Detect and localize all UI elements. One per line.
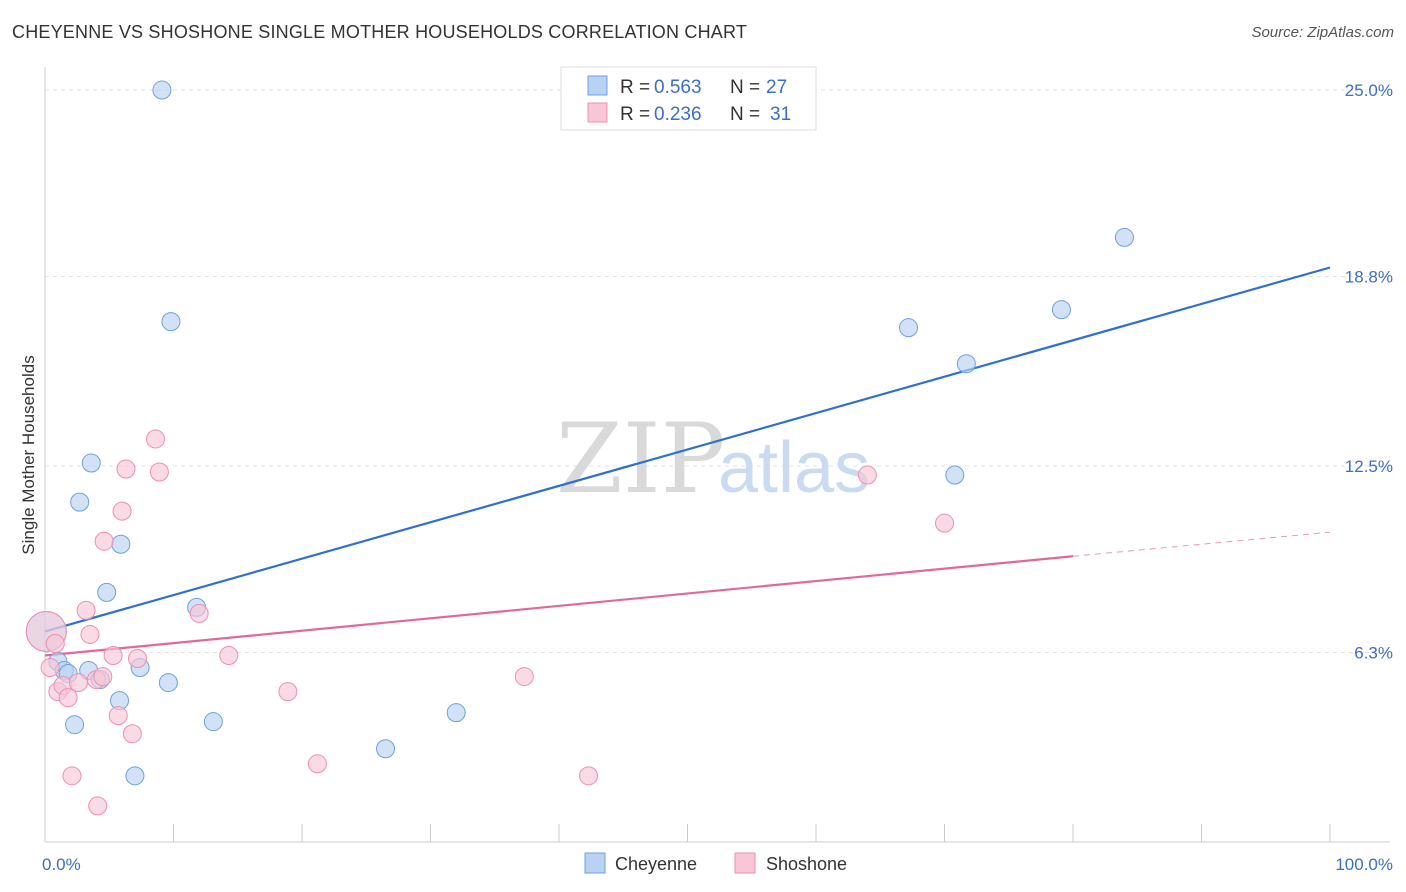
point-shoshone bbox=[45, 633, 65, 653]
point-shoshone bbox=[219, 646, 239, 666]
point-shoshone bbox=[146, 429, 166, 449]
point-shoshone bbox=[307, 754, 327, 774]
point-cheyenne bbox=[158, 673, 178, 693]
point-shoshone bbox=[579, 766, 599, 786]
point-cheyenne bbox=[446, 703, 466, 723]
chart-title: CHEYENNE VS SHOSHONE SINGLE MOTHER HOUSE… bbox=[12, 22, 748, 42]
legend-r-value-shoshone: 0.236 bbox=[654, 104, 702, 125]
gridlines bbox=[45, 89, 1390, 654]
point-shoshone bbox=[80, 624, 100, 644]
point-shoshone bbox=[76, 600, 96, 620]
point-cheyenne bbox=[956, 354, 976, 374]
legend-n-label-shoshone: N = bbox=[730, 104, 760, 125]
trend-lines bbox=[44, 266, 1331, 657]
y-tick-label: 25.0% bbox=[1345, 81, 1393, 100]
legend-n-label-cheyenne: N = bbox=[730, 77, 760, 98]
point-shoshone bbox=[94, 531, 114, 551]
data-points bbox=[25, 80, 1134, 816]
tick-labels: 6.3% 12.5% 18.8% 25.0% 0.0% 100.0% bbox=[42, 81, 1393, 874]
point-cheyenne bbox=[161, 312, 181, 332]
bottom-legend-label-cheyenne: Cheyenne bbox=[615, 854, 697, 874]
y-tick-label: 18.8% bbox=[1345, 268, 1393, 287]
watermark-atlas: atlas bbox=[718, 428, 870, 508]
point-shoshone bbox=[112, 501, 132, 521]
point-shoshone bbox=[58, 688, 78, 708]
point-shoshone bbox=[88, 796, 108, 816]
legend-r-value-cheyenne: 0.563 bbox=[654, 77, 702, 98]
point-shoshone bbox=[128, 649, 148, 669]
watermark-zip: ZIP bbox=[556, 403, 725, 515]
y-tick-label: 12.5% bbox=[1345, 457, 1393, 476]
point-cheyenne bbox=[97, 582, 117, 602]
x-tick-label: 100.0% bbox=[1335, 855, 1393, 874]
point-cheyenne bbox=[376, 739, 396, 759]
legend-swatch-cheyenne bbox=[587, 75, 608, 96]
point-shoshone bbox=[40, 658, 60, 678]
point-cheyenne bbox=[945, 465, 965, 485]
legend-swatch-shoshone bbox=[587, 102, 608, 123]
point-cheyenne bbox=[1051, 300, 1071, 320]
point-shoshone bbox=[278, 682, 298, 702]
axes bbox=[44, 67, 1390, 843]
point-cheyenne bbox=[81, 453, 101, 473]
bottom-legend-swatch-shoshone bbox=[734, 852, 756, 874]
point-shoshone bbox=[122, 724, 142, 744]
point-shoshone bbox=[116, 459, 136, 479]
trend-line-cheyenne bbox=[44, 266, 1331, 633]
point-shoshone bbox=[68, 673, 88, 693]
point-shoshone bbox=[189, 603, 209, 623]
point-cheyenne bbox=[111, 534, 131, 554]
legend-n-value-shoshone: 31 bbox=[770, 104, 791, 125]
point-cheyenne bbox=[125, 766, 145, 786]
trend-line-extension-shoshone bbox=[1072, 531, 1331, 557]
point-shoshone bbox=[857, 465, 877, 485]
point-shoshone bbox=[103, 646, 123, 666]
source-label: Source: ZipAtlas.com bbox=[1251, 24, 1394, 41]
bottom-legend-swatch-cheyenne bbox=[584, 852, 606, 874]
legend-r-label-cheyenne: R = bbox=[620, 77, 650, 98]
y-tick-label: 6.3% bbox=[1354, 644, 1393, 663]
x-tick-label: 0.0% bbox=[42, 855, 81, 874]
point-shoshone bbox=[149, 462, 169, 482]
legend-r-label-shoshone: R = bbox=[620, 104, 650, 125]
legend-n-value-cheyenne: 27 bbox=[766, 77, 787, 98]
point-cheyenne bbox=[65, 715, 85, 735]
point-shoshone bbox=[93, 667, 113, 687]
point-shoshone bbox=[108, 706, 128, 726]
point-cheyenne bbox=[152, 80, 172, 100]
point-cheyenne bbox=[70, 492, 90, 512]
bottom-legend-label-shoshone: Shoshone bbox=[766, 854, 847, 874]
series-legend: Cheyenne Shoshone bbox=[584, 852, 847, 874]
y-axis-title: Single Mother Households bbox=[19, 355, 38, 554]
point-shoshone bbox=[514, 667, 534, 687]
point-cheyenne bbox=[1114, 227, 1134, 247]
watermark: ZIP atlas bbox=[556, 403, 870, 515]
point-shoshone bbox=[62, 766, 82, 786]
point-cheyenne bbox=[203, 712, 223, 732]
trend-line-shoshone bbox=[44, 555, 1074, 657]
point-cheyenne bbox=[899, 318, 919, 338]
point-shoshone bbox=[935, 513, 954, 533]
correlation-legend: R = 0.563 N = 27 R = 0.236 N = 31 bbox=[560, 66, 817, 131]
